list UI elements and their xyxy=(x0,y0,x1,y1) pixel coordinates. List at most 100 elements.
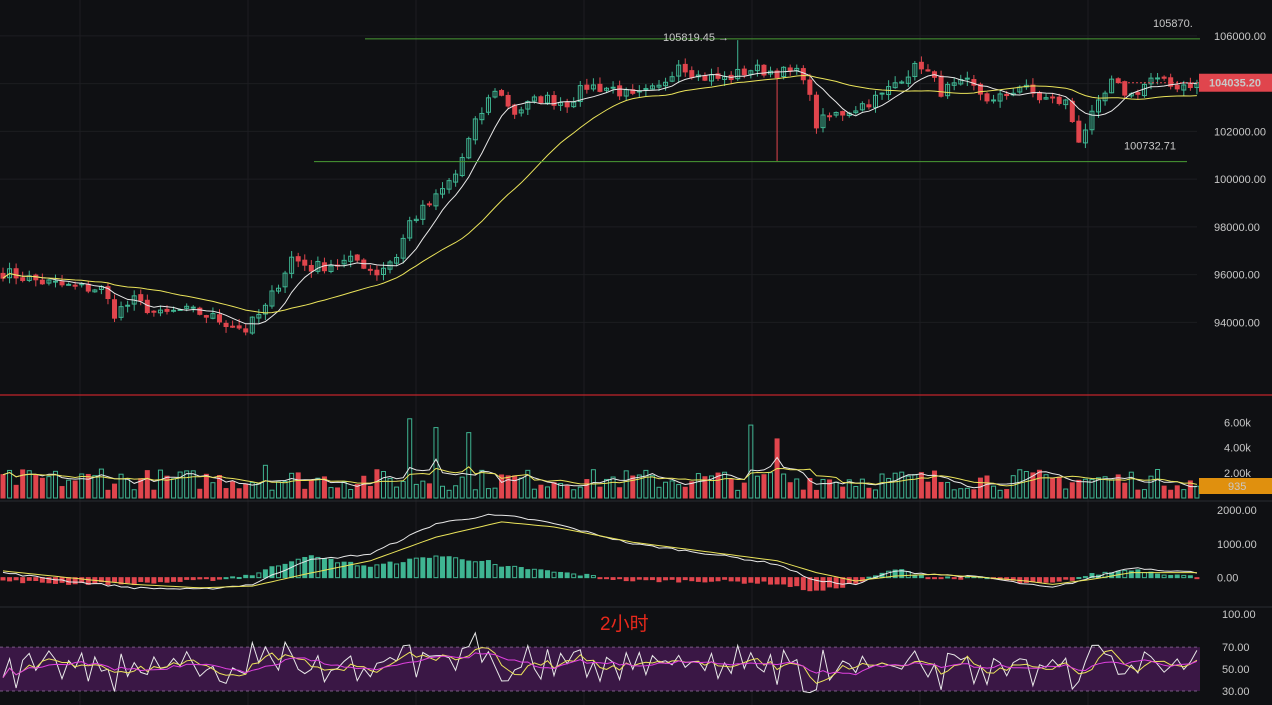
macd-bar xyxy=(335,562,341,579)
macd-bar xyxy=(223,577,229,580)
volume-bar xyxy=(26,470,32,499)
candle-body xyxy=(715,73,721,79)
volume-tick-label: 6.00k xyxy=(1224,418,1251,430)
volume-bar xyxy=(531,488,537,499)
volume-bar xyxy=(807,477,813,499)
macd-bar xyxy=(492,564,498,579)
volume-bar xyxy=(459,476,465,499)
volume-bar xyxy=(525,469,531,499)
volume-bar xyxy=(866,487,872,499)
volume-bar xyxy=(787,482,793,499)
volume-bar xyxy=(499,474,505,499)
candle-body xyxy=(282,272,288,288)
volume-bar xyxy=(827,479,833,499)
macd-bar xyxy=(708,577,714,582)
macd-bar xyxy=(216,577,222,580)
macd-bar xyxy=(112,577,118,583)
macd-bar xyxy=(774,577,780,585)
volume-bar xyxy=(984,475,990,499)
volume-bar xyxy=(938,481,944,499)
volume-bar xyxy=(932,470,938,499)
volume-bar xyxy=(1089,478,1095,499)
candle-body xyxy=(604,87,610,91)
macd-bar xyxy=(367,566,373,579)
candle-body xyxy=(833,111,839,116)
macd-bar xyxy=(623,577,629,582)
candle-body xyxy=(184,305,190,309)
macd-bar xyxy=(0,577,6,581)
candle-body xyxy=(610,86,616,89)
macd-bar xyxy=(420,557,426,579)
candle-body xyxy=(249,316,255,334)
candle-body xyxy=(1174,84,1180,90)
candle-body xyxy=(689,70,695,79)
volume-bar xyxy=(177,471,183,499)
candle-body xyxy=(302,259,308,266)
candle-body xyxy=(407,220,413,239)
macd-bar xyxy=(682,577,688,581)
candle-body xyxy=(295,256,301,262)
volume-bar xyxy=(800,489,806,499)
volume-bar xyxy=(66,479,72,499)
macd-bar xyxy=(131,577,137,586)
volume-bar xyxy=(407,418,413,499)
macd-bar xyxy=(230,576,236,579)
macd-bar xyxy=(407,558,413,579)
price-tick-label: 100000.00 xyxy=(1214,174,1266,186)
volume-bar xyxy=(604,478,610,499)
candle-body xyxy=(236,325,242,329)
macd-bar xyxy=(269,566,275,579)
macd-bar xyxy=(20,577,26,584)
candle-body xyxy=(505,94,511,107)
macd-bar xyxy=(1069,577,1075,581)
candle-body xyxy=(820,114,826,129)
volume-bar xyxy=(1096,477,1102,499)
macd-bar xyxy=(571,573,577,579)
macd-bar xyxy=(479,560,485,579)
macd-bar xyxy=(551,571,557,579)
macd-bar xyxy=(768,577,774,585)
macd-bar xyxy=(564,572,570,579)
macd-bar xyxy=(741,577,747,584)
macd-bar xyxy=(144,577,150,583)
volume-bar xyxy=(872,489,878,499)
macd-bar xyxy=(958,577,964,580)
macd-bar xyxy=(715,577,721,582)
candle-body xyxy=(341,259,347,265)
volume-bar xyxy=(380,471,386,499)
macd-bar xyxy=(604,577,610,580)
macd-bar xyxy=(1181,574,1187,579)
macd-bar xyxy=(866,576,872,579)
volume-bar xyxy=(1122,482,1128,499)
volume-bar xyxy=(374,469,380,499)
macd-bar xyxy=(433,555,439,579)
macd-bar xyxy=(538,569,544,579)
volume-bar xyxy=(1187,480,1193,499)
volume-bar xyxy=(85,473,91,499)
volume-bar xyxy=(485,488,491,499)
macd-bar xyxy=(380,563,386,579)
high-annotation: 105819.45 → xyxy=(663,32,729,44)
candle-body xyxy=(735,68,741,80)
candle-body xyxy=(800,68,806,81)
macd-bar xyxy=(7,577,13,582)
macd-bar xyxy=(531,568,537,579)
candle-body xyxy=(938,75,944,97)
macd-bar xyxy=(13,577,19,581)
candle-body xyxy=(912,62,918,78)
candle-body xyxy=(1050,96,1056,99)
macd-bar xyxy=(656,577,662,583)
volume-bar xyxy=(663,481,669,499)
macd-bar xyxy=(1043,577,1049,583)
volume-bar xyxy=(879,473,885,499)
volume-bar xyxy=(512,475,518,499)
volume-bar xyxy=(728,478,734,499)
candle-body xyxy=(558,102,564,106)
candle-body xyxy=(400,237,406,259)
macd-bar xyxy=(236,577,242,580)
ma-slow-line xyxy=(2,74,1197,314)
volume-bar xyxy=(367,485,373,499)
price-tick-label: 102000.00 xyxy=(1214,126,1266,138)
price-tick-label: 98000.00 xyxy=(1214,222,1260,234)
